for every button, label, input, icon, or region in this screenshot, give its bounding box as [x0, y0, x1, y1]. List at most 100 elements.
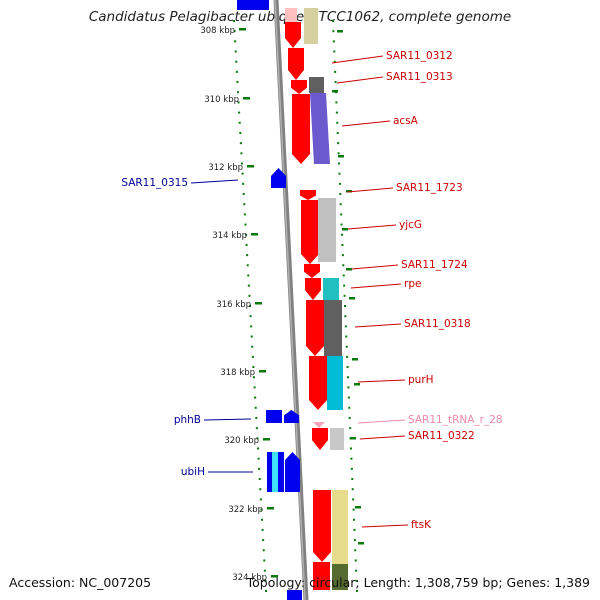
- left-dotted-guide-dot: [238, 111, 241, 114]
- right-dotted-guide-dot: [354, 549, 357, 552]
- left-dotted-guide-dot: [257, 447, 259, 450]
- cog-bar-yjcg: [318, 198, 336, 262]
- left-dotted-guide-dot: [245, 243, 248, 246]
- gene-sar11-1724: [304, 264, 320, 278]
- cog-bar-clipped: [332, 564, 348, 590]
- right-tick: [342, 228, 348, 231]
- cog-bar-clipped: [304, 8, 318, 44]
- left-dotted-guide-dot: [234, 40, 237, 43]
- gene-label: SAR11_0322: [408, 430, 475, 442]
- gene-label-leader: [357, 379, 406, 383]
- left-dotted-guide-dot: [251, 345, 254, 348]
- right-dotted-guide-dot: [337, 152, 340, 155]
- reverse-gene-clipped-bottom: [287, 590, 302, 600]
- map-title: Candidatus Pelagibacter ubique HTCC1062,…: [88, 9, 512, 25]
- right-dotted-guide-dot: [339, 203, 342, 206]
- left-dotted-guide: [233, 20, 267, 592]
- left-dotted-guide-dot: [237, 101, 240, 104]
- right-dotted-guide-dot: [355, 579, 358, 582]
- left-dotted-guide-dot: [237, 91, 239, 94]
- forward-gene-clipped: [285, 8, 297, 22]
- left-dotted-guide-dot: [248, 294, 251, 297]
- right-dotted-guide-dot: [345, 335, 348, 338]
- cog-bar: [309, 77, 324, 93]
- left-dotted-guide-dot: [235, 60, 238, 63]
- left-dotted-guide-dot: [252, 366, 255, 369]
- ruler-tick-label: 318 kbp: [220, 368, 255, 378]
- right-dotted-guide-dot: [355, 569, 358, 572]
- gene-label-leader: [346, 187, 394, 193]
- left-dotted-guide-dot: [258, 478, 261, 481]
- gene-purh: [309, 356, 327, 410]
- genome-backbone: [273, 0, 309, 600]
- gene-label-leader: [203, 418, 252, 421]
- ruler-tick-label: 308 kbp: [200, 26, 235, 36]
- right-dotted-guide-dot: [340, 213, 343, 216]
- right-dotted-guide-dot: [339, 193, 342, 196]
- ruler-tick-label: 324 kbp: [232, 573, 267, 583]
- gene-label-leader: [357, 419, 406, 424]
- right-tick: [346, 268, 352, 271]
- right-tick: [337, 30, 343, 33]
- left-dotted-guide-dot: [243, 203, 246, 206]
- gene-label: phhB: [174, 414, 201, 426]
- gene-label: SAR11_1723: [396, 182, 463, 194]
- ruler-tick-label: 312 kbp: [208, 163, 243, 173]
- gene-label-leader: [336, 76, 384, 84]
- right-dotted-guide-dot: [344, 315, 347, 318]
- gene-label: SAR11_0312: [386, 50, 453, 62]
- left-dotted-guide-dot: [259, 498, 262, 501]
- cog-bar-sar11-0318: [324, 300, 342, 356]
- left-dotted-guide-dot: [243, 213, 246, 216]
- ruler-tick: [247, 165, 254, 168]
- gene-label: acsA: [393, 115, 419, 127]
- left-dotted-guide-dot: [254, 406, 257, 409]
- ruler-tick-label: 322 kbp: [228, 505, 263, 515]
- genome-summary-text: Topology: circular; Length: 1,308,759 bp…: [246, 575, 590, 590]
- ruler-tick: [259, 370, 266, 373]
- left-dotted-guide-dot: [250, 325, 253, 328]
- left-dotted-guide-dot: [265, 590, 267, 592]
- gene-ubih-2: [285, 452, 300, 492]
- right-tick: [338, 155, 344, 158]
- cog-bar-acsa: [310, 93, 330, 164]
- right-dotted-guide-dot: [353, 539, 356, 542]
- gene-label-leader: [354, 323, 402, 328]
- right-dotted-guide-dot: [356, 590, 358, 592]
- right-dotted-guide-dot: [340, 223, 343, 226]
- reverse-gene-clipped: [237, 0, 269, 10]
- gene-small: [291, 80, 307, 94]
- left-dotted-guide-dot: [244, 223, 247, 226]
- left-dotted-guide-dot: [245, 233, 247, 236]
- left-dotted-guide-dot: [255, 416, 258, 419]
- left-dotted-guide-dot: [260, 508, 263, 511]
- right-dotted-guide-dot: [344, 305, 346, 307]
- gene-sar11-0312: [285, 22, 301, 48]
- gene-label-leader: [351, 264, 399, 270]
- left-dotted-guide-dot: [254, 396, 257, 399]
- left-dotted-guide-dot: [263, 559, 266, 562]
- right-dotted-guide-dot: [342, 274, 345, 277]
- gene-label: SAR11_0315: [121, 177, 188, 189]
- right-tick: [355, 506, 361, 509]
- left-dotted-guide-dot: [239, 131, 242, 134]
- left-dotted-guide-dot: [255, 427, 258, 430]
- gene-sar11-0322: [312, 428, 328, 450]
- right-dotted-guide-dot: [334, 81, 337, 84]
- right-dotted-guide-dot: [350, 467, 353, 470]
- gene-label-leader: [361, 524, 409, 528]
- gene-ftsk: [313, 490, 331, 562]
- right-dotted-guide-dot: [334, 70, 337, 73]
- accession-text: Accession: NC_007205: [9, 575, 152, 590]
- gene-acsa: [292, 94, 310, 164]
- gene-label: SAR11_1724: [401, 259, 468, 271]
- ruler-tick: [271, 575, 278, 578]
- left-dotted-guide-dot: [233, 20, 235, 22]
- right-dotted-guide-dot: [351, 488, 354, 491]
- gene-label-leader: [341, 120, 391, 127]
- left-dotted-guide-dot: [250, 335, 253, 338]
- cog-bar-ftsk: [332, 490, 348, 564]
- left-dotted-guide-dot: [247, 284, 250, 287]
